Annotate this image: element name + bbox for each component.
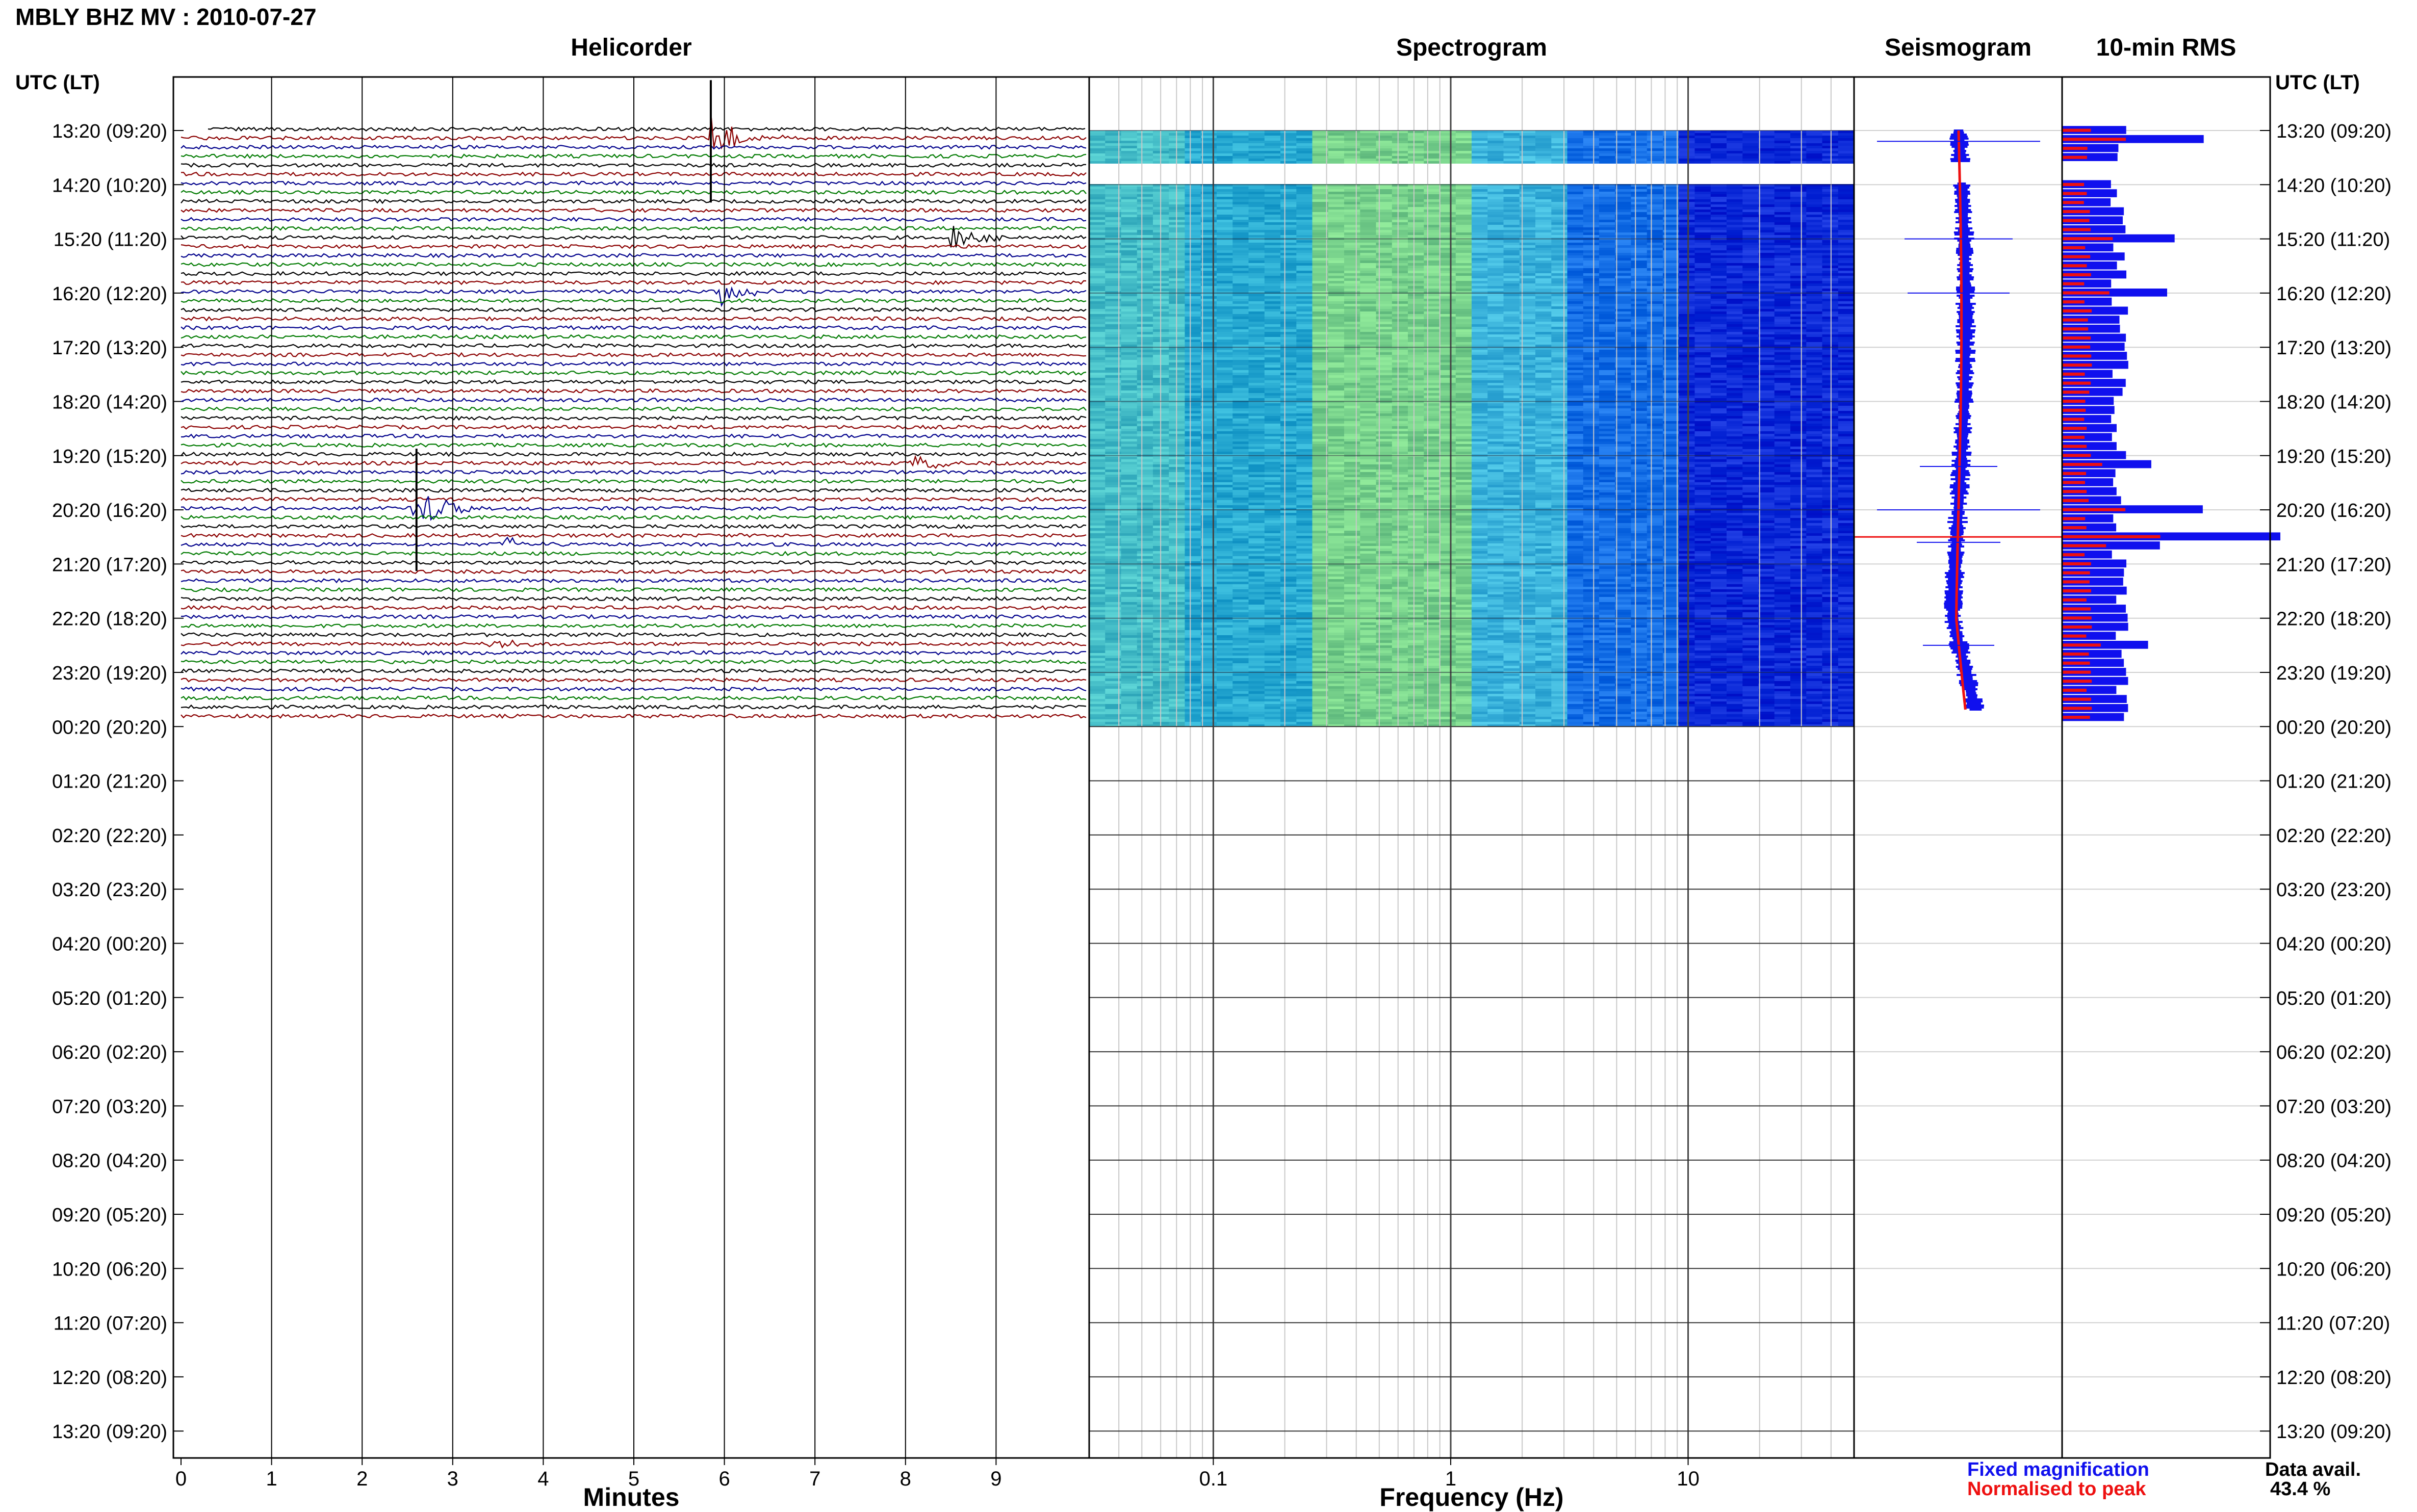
time-label-right: 00:20 (20:20) [2276,717,2392,738]
time-label-left: 09:20 (05:20) [52,1205,167,1226]
time-label-left: 13:20 (09:20) [52,121,167,142]
time-label-left: 16:20 (12:20) [52,283,167,305]
time-label-left: 18:20 (14:20) [52,392,167,413]
time-label-left: 21:20 (17:20) [52,554,167,576]
frequency-tick-label: 1 [1445,1468,1456,1490]
time-label-left: 10:20 (06:20) [52,1259,167,1280]
time-label-left: 12:20 (08:20) [52,1367,167,1389]
minute-tick-label: 2 [356,1468,368,1490]
time-label-right: 22:20 (18:20) [2276,609,2392,630]
legend-fixed-magnification: Fixed magnification [1967,1459,2149,1480]
time-label-right: 05:20 (01:20) [2276,988,2392,1009]
time-label-left: 02:20 (22:20) [52,825,167,847]
frequency-tick-label: 10 [1677,1468,1700,1490]
rms-title: 10-min RMS [2096,34,2236,61]
time-label-left: 04:20 (00:20) [52,934,167,955]
frequency-tick-label: 0.1 [1199,1468,1228,1490]
seismogram-trace [1854,129,2062,711]
time-label-left: 22:20 (18:20) [52,609,167,630]
minute-tick-label: 7 [809,1468,820,1490]
time-label-left: 13:20 (09:20) [52,1421,167,1443]
minute-tick-label: 9 [990,1468,1001,1490]
data-availability-label: Data avail. [2265,1459,2361,1480]
panel-frames [172,76,2271,1459]
time-label-left: 23:20 (19:20) [52,663,167,684]
time-label-left: 20:20 (16:20) [52,500,167,522]
time-label-right: 13:20 (09:20) [2276,1421,2392,1443]
seismogram-title: Seismogram [1884,34,2032,61]
time-label-right: 20:20 (16:20) [2276,500,2392,522]
time-label-right: 13:20 (09:20) [2276,121,2392,142]
spectrogram-title: Spectrogram [1396,34,1548,61]
time-label-left: 01:20 (21:20) [52,771,167,793]
time-label-right: 14:20 (10:20) [2276,175,2392,196]
time-label-left: 06:20 (02:20) [52,1042,167,1063]
time-label-right: 03:20 (23:20) [2276,879,2392,901]
minute-tick-label: 4 [537,1468,549,1490]
time-label-right: 04:20 (00:20) [2276,934,2392,955]
time-label-left: 14:20 (10:20) [52,175,167,196]
time-label-right: 16:20 (12:20) [2276,283,2392,305]
rms-bars [2062,126,2280,721]
minute-tick-label: 8 [900,1468,911,1490]
time-label-right: 12:20 (08:20) [2276,1367,2392,1389]
time-label-left: 00:20 (20:20) [52,717,167,738]
time-label-left: 07:20 (03:20) [52,1096,167,1117]
time-label-right: 07:20 (03:20) [2276,1096,2392,1117]
time-label-right: 18:20 (14:20) [2276,392,2392,413]
utc-header-left: UTC (LT) [15,71,100,94]
time-label-right: 15:20 (11:20) [2276,229,2390,251]
time-label-left: 11:20 (07:20) [54,1313,167,1335]
minute-tick-label: 0 [175,1468,187,1490]
legend-normalised-to-peak: Normalised to peak [1967,1478,2146,1500]
minute-tick-label: 5 [628,1468,639,1490]
data-availability-value: 43.4 % [2270,1478,2331,1500]
time-label-right: 23:20 (19:20) [2276,663,2392,684]
time-label-left: 17:20 (13:20) [52,337,167,359]
time-label-right: 17:20 (13:20) [2276,337,2392,359]
minute-tick-label: 6 [718,1468,730,1490]
utc-header-right: UTC (LT) [2275,71,2360,94]
time-label-right: 10:20 (06:20) [2276,1259,2392,1280]
time-label-right: 19:20 (15:20) [2276,446,2392,467]
minute-grid: 0 1 2 3 4 5 6 7 8 9 [175,77,1002,1490]
time-label-left: 15:20 (11:20) [54,229,167,251]
time-label-right: 08:20 (04:20) [2276,1151,2392,1172]
station-title: MBLY BHZ MV : 2010-07-27 [15,4,317,30]
minutes-axis-label: Minutes [583,1483,680,1511]
time-label-left: 19:20 (15:20) [52,446,167,467]
time-label-right: 09:20 (05:20) [2276,1205,2392,1226]
time-label-right: 02:20 (22:20) [2276,825,2392,847]
time-labels: 13:20 (09:20) 13:20 (09:20) 14:20 (10:20) 1… [52,121,2392,1443]
time-label-left: 08:20 (04:20) [52,1151,167,1172]
time-label-left: 05:20 (01:20) [52,988,167,1009]
minute-tick-label: 1 [266,1468,277,1490]
minute-tick-label: 3 [447,1468,458,1490]
spectrogram-grid [1089,77,1855,1458]
time-label-right: 06:20 (02:20) [2276,1042,2392,1063]
time-label-right: 21:20 (17:20) [2276,554,2392,576]
spectrogram-heatmap [1089,131,1855,727]
time-label-right: 11:20 (07:20) [2276,1313,2390,1335]
frequency-axis-label: Frequency (Hz) [1379,1483,1564,1511]
helicorder-title: Helicorder [571,34,692,61]
time-label-left: 03:20 (23:20) [52,879,167,901]
time-label-right: 01:20 (21:20) [2276,771,2392,793]
